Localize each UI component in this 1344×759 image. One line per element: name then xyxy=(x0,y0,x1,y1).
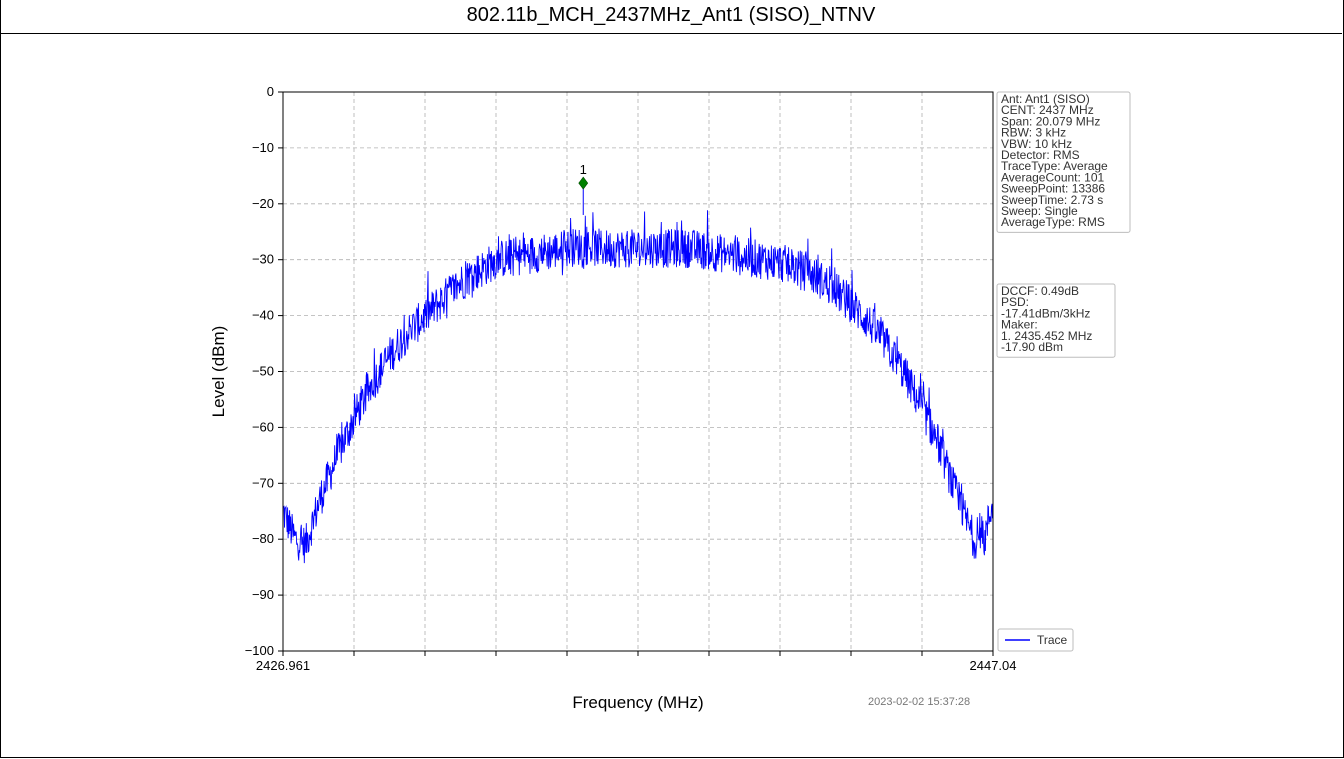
box-line: RBW: 3 kHz xyxy=(1001,126,1066,140)
y-tick-label: −60 xyxy=(252,419,274,434)
legend-label: Trace xyxy=(1037,633,1068,647)
spectrum-chart: 0 −10 −20 −30 −40 −50 −60 −70 −80 −90 −100 2426.96… xyxy=(209,84,1131,712)
box-line: Sweep: Single xyxy=(1001,204,1078,218)
box-frame xyxy=(996,91,1131,233)
box-line: PSD: xyxy=(1001,295,1029,309)
box-line: -17.90 dBm xyxy=(1001,340,1063,354)
box-line: VBW: 10 kHz xyxy=(1001,137,1072,151)
box-line: SweepTime: 2.73 s xyxy=(1001,193,1103,207)
box-line: Span: 20.079 MHz xyxy=(1001,114,1100,128)
box-line: AverageCount: 101 xyxy=(1001,170,1105,184)
y-axis-label: Level (dBm) xyxy=(209,326,228,418)
y-axis-ticks: 0 −10 −20 −30 −40 −50 −60 −70 −80 −90 −100 xyxy=(245,84,283,658)
box-line: CENT: 2437 MHz xyxy=(1001,103,1094,117)
timestamp: 2023-02-02 15:37:28 xyxy=(868,696,970,708)
y-tick-label: −90 xyxy=(252,587,274,602)
box-line: Detector: RMS xyxy=(1001,148,1080,162)
marker-diamond xyxy=(578,176,589,190)
chart-grid xyxy=(283,91,993,652)
box-line: SweepPoint: 13386 xyxy=(1001,182,1105,196)
box-line: DCCF: 0.49dB xyxy=(1001,284,1079,298)
y-tick-label: −10 xyxy=(252,140,274,155)
legend: Trace xyxy=(997,628,1074,652)
x-axis-label: Frequency (MHz) xyxy=(572,693,703,712)
marker-label: 1 xyxy=(580,162,587,177)
y-tick-label: −70 xyxy=(252,475,274,490)
box-frame xyxy=(996,283,1116,358)
x-tick-label: 2447.04 xyxy=(970,658,1017,673)
box-line: Maker: xyxy=(1001,318,1038,332)
y-tick-label: −80 xyxy=(252,531,274,546)
x-axis-ticks: 2426.961 2447.04 xyxy=(256,651,1017,673)
page-title: 802.11b_MCH_2437MHz_Ant1 (SISO)_NTNV xyxy=(0,0,1342,34)
y-tick-label: −100 xyxy=(245,643,274,658)
trace-series xyxy=(282,210,994,564)
marker-group: 1 xyxy=(578,162,589,215)
y-tick-label: −20 xyxy=(252,196,274,211)
trace-line xyxy=(282,210,994,564)
box-line: -17.41dBm/3kHz xyxy=(1001,306,1090,320)
legend-frame xyxy=(997,628,1074,652)
y-tick-label: −30 xyxy=(252,252,274,267)
box-line: Ant: Ant1 (SISO) xyxy=(1001,92,1090,106)
y-tick-label: −50 xyxy=(252,364,274,379)
box-line: AverageType: RMS xyxy=(1001,215,1105,229)
x-tick-label: 2426.961 xyxy=(256,658,310,673)
y-tick-label: −40 xyxy=(252,308,274,323)
box-line: TraceType: Average xyxy=(1001,159,1108,173)
y-tick-label: 0 xyxy=(267,84,274,99)
box-line: 1. 2435.452 MHz xyxy=(1001,329,1092,343)
